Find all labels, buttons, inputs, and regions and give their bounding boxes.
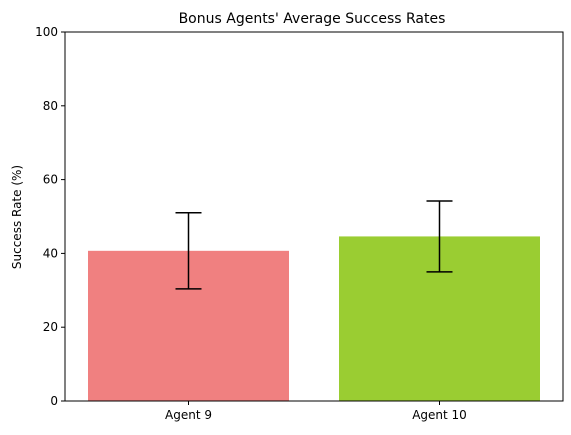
x-tick-label: Agent 9 [165, 408, 212, 422]
y-tick-label: 20 [43, 320, 58, 334]
y-tick-label: 0 [50, 394, 58, 408]
plot-area: Agent 9 Agent 10 0 20 40 60 80 100 [35, 25, 564, 422]
y-tick-label: 60 [43, 173, 58, 187]
y-tick-label: 100 [35, 25, 58, 39]
y-tick-label: 40 [43, 246, 58, 260]
axes-frame [64, 31, 564, 402]
y-axis-label: Success Rate (%) [10, 165, 24, 269]
y-tick-label: 80 [43, 99, 58, 113]
x-tick-label: Agent 10 [412, 408, 467, 422]
chart-title: Bonus Agents' Average Success Rates [179, 11, 446, 27]
